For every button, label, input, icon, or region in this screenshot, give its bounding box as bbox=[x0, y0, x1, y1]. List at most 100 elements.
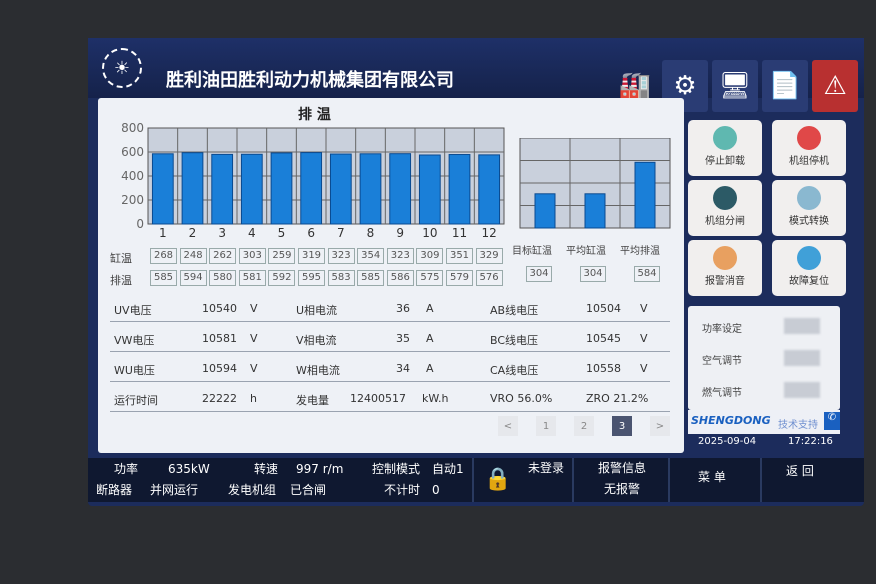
exhaust-temp-value: 576 bbox=[475, 270, 503, 286]
cylinder-temp-label: 缸温 bbox=[110, 252, 132, 265]
page-3-button[interactable]: 3 bbox=[612, 416, 632, 436]
brand-bar: SHENGDONG 技术支持 ✆ bbox=[688, 410, 840, 434]
company-logo-icon: ☀ bbox=[102, 48, 142, 88]
cylinder-temp-value: 323 bbox=[327, 248, 355, 264]
phone-icon[interactable]: ✆ bbox=[824, 412, 840, 430]
factory-icon[interactable]: 🏭 bbox=[618, 71, 652, 101]
menu-button[interactable]: 菜 单 bbox=[668, 458, 760, 502]
average-temp-chart bbox=[519, 138, 671, 229]
bar bbox=[389, 153, 412, 225]
cylinder-temp-value: 268 bbox=[150, 248, 177, 264]
status-bar: 功率 635kW 断路器 并网运行 转速 997 r/m 发电机组 已合闸 控制… bbox=[88, 458, 864, 502]
button-icon bbox=[713, 246, 737, 270]
cylinder-temp-value: 354 bbox=[357, 248, 385, 264]
settings-panel: 功率设定 空气调节 燃气调节 bbox=[688, 306, 840, 410]
bar bbox=[448, 154, 471, 225]
exhaust-temp-value: 579 bbox=[446, 270, 473, 286]
date: 2025-09-04 bbox=[698, 436, 757, 447]
exhaust-temp-value: 583 bbox=[327, 270, 355, 286]
bar bbox=[300, 152, 323, 225]
exhaust-temp-value: 585 bbox=[150, 270, 177, 286]
exhaust-temp-value: 586 bbox=[386, 270, 414, 286]
page-1-button[interactable]: 1 bbox=[536, 416, 556, 436]
login-button[interactable]: 🔒 未登录 bbox=[472, 458, 572, 502]
page-2-button[interactable]: 2 bbox=[574, 416, 594, 436]
control-button[interactable]: 机组分闸 bbox=[688, 180, 762, 236]
x-tick-label: 9 bbox=[396, 226, 404, 238]
avg-chart-label: 目标缸温 bbox=[512, 246, 552, 257]
cylinder-temp-value: 303 bbox=[238, 248, 266, 264]
x-tick-label: 12 bbox=[482, 226, 497, 238]
warning-icon[interactable]: ⚠ bbox=[812, 60, 858, 112]
bar bbox=[240, 153, 263, 225]
control-button[interactable]: 停止卸载 bbox=[688, 120, 762, 176]
gas-adjust-field[interactable] bbox=[784, 382, 820, 398]
back-button[interactable]: 返 回 bbox=[760, 458, 864, 502]
avg-chart-label: 平均缸温 bbox=[566, 246, 606, 257]
exhaust-temp-value: 580 bbox=[209, 270, 237, 286]
alarm-info-button[interactable]: 报警信息 无报警 bbox=[572, 458, 668, 502]
bar bbox=[211, 153, 234, 225]
page-title: 胜利油田胜利动力机械集团有限公司 bbox=[166, 70, 454, 91]
bar bbox=[359, 153, 382, 225]
report-icon[interactable]: 📄 bbox=[762, 60, 808, 112]
control-button[interactable]: 机组停机 bbox=[772, 120, 846, 176]
y-tick-label: 200 bbox=[121, 193, 144, 207]
main-panel: 排 温 0 200 400 600 800 1 2 3 4 5 6 7 8 9 10 11 12 运行时间 22… bbox=[98, 98, 684, 453]
button-icon bbox=[797, 246, 821, 270]
bar bbox=[181, 152, 204, 225]
cylinder-temp-value: 323 bbox=[386, 248, 414, 264]
air-adjust-field[interactable] bbox=[784, 350, 820, 366]
avg-temp-value: 304 bbox=[580, 266, 606, 282]
control-button[interactable]: 故障复位 bbox=[772, 240, 846, 296]
x-tick-label: 3 bbox=[218, 226, 226, 238]
button-icon bbox=[713, 126, 737, 150]
bar bbox=[270, 152, 293, 225]
bar bbox=[151, 153, 174, 225]
control-button[interactable]: 模式转换 bbox=[772, 180, 846, 236]
bar bbox=[584, 193, 606, 229]
computer-icon[interactable]: 🖥 bbox=[712, 60, 758, 112]
cylinder-temp-value: 319 bbox=[298, 248, 325, 264]
x-tick-label: 1 bbox=[159, 226, 167, 238]
header: ☀ 胜利油田胜利动力机械集团有限公司 🏭 ⚙ 🖥 📄 ⚠ bbox=[88, 38, 864, 112]
bar bbox=[329, 153, 352, 225]
control-button[interactable]: 报警消音 bbox=[688, 240, 762, 296]
exhaust-temp-value: 581 bbox=[238, 270, 266, 286]
x-tick-label: 2 bbox=[189, 226, 197, 238]
button-icon bbox=[713, 186, 737, 210]
exhaust-temp-value: 592 bbox=[268, 270, 296, 286]
cylinder-temp-value: 259 bbox=[268, 248, 296, 264]
x-tick-label: 5 bbox=[278, 226, 286, 238]
x-tick-label: 4 bbox=[248, 226, 256, 238]
power-setpoint-field[interactable] bbox=[784, 318, 820, 334]
next-page-button[interactable]: > bbox=[650, 416, 670, 436]
x-tick-label: 6 bbox=[307, 226, 315, 238]
cylinder-temp-value: 248 bbox=[179, 248, 207, 264]
chart-title: 排 温 bbox=[298, 107, 331, 123]
x-tick-label: 8 bbox=[367, 226, 375, 238]
exhaust-temp-value: 594 bbox=[179, 270, 207, 286]
prev-page-button[interactable]: < bbox=[498, 416, 518, 436]
x-tick-label: 7 bbox=[337, 226, 345, 238]
exhaust-temp-value: 585 bbox=[357, 270, 385, 286]
button-icon bbox=[797, 126, 821, 150]
measurement-row: VW电压 10581 V V相电流 35 A BC线电压 10545 V bbox=[110, 324, 670, 352]
lock-icon: 🔒 bbox=[484, 467, 512, 492]
exhaust-temp-value: 575 bbox=[416, 270, 444, 286]
cylinder-temp-value: 262 bbox=[209, 248, 237, 264]
cylinder-temp-value: 329 bbox=[475, 248, 503, 264]
exhaust-temp-label: 排温 bbox=[110, 274, 132, 287]
button-icon bbox=[797, 186, 821, 210]
avg-temp-value: 584 bbox=[634, 266, 660, 282]
bar bbox=[418, 154, 441, 225]
cylinder-temp-value: 351 bbox=[446, 248, 473, 264]
avg-temp-value: 304 bbox=[526, 266, 552, 282]
bar bbox=[634, 161, 656, 229]
measurement-row: WU电压 10594 V W相电流 34 A CA线电压 10558 V bbox=[110, 354, 670, 382]
bar bbox=[534, 193, 556, 229]
exhaust-temp-value: 595 bbox=[298, 270, 325, 286]
hmi-screen: ☀ 胜利油田胜利动力机械集团有限公司 🏭 ⚙ 🖥 📄 ⚠ 排 温 0 200 400… bbox=[88, 38, 864, 506]
y-tick-label: 0 bbox=[136, 217, 144, 231]
